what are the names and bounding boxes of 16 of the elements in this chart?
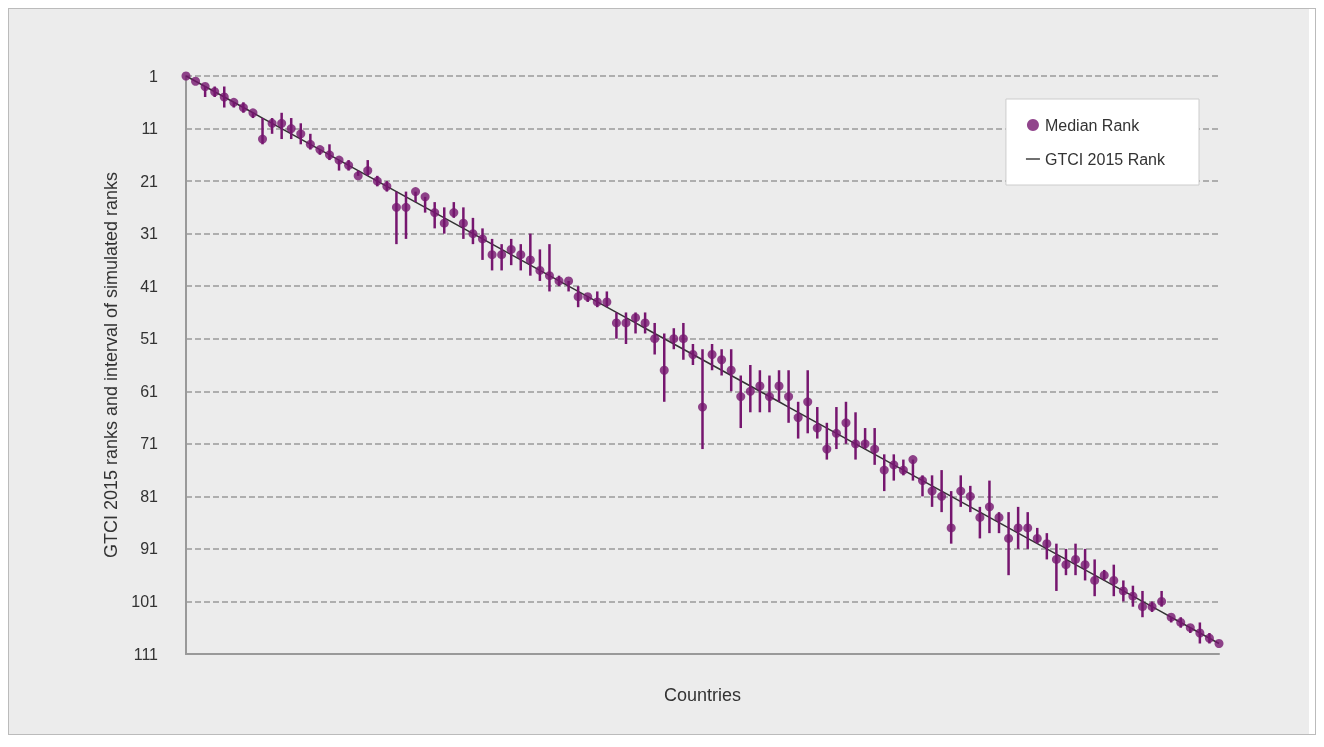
y-tick-label: 91 — [140, 540, 159, 558]
y-tick-label: 111 — [133, 645, 159, 663]
y-axis-title: GTCI 2015 ranks and interval of simulated ranks — [101, 171, 122, 559]
y-tick-label: 31 — [140, 225, 159, 243]
x-axis-title: Countries — [663, 685, 742, 705]
y-tick-label: 71 — [140, 435, 159, 453]
y-tick-label: 61 — [140, 382, 159, 400]
y-tick-label: 41 — [140, 277, 159, 295]
y-tick-label: 11 — [141, 120, 159, 138]
y-tick-label: 1 — [149, 67, 159, 85]
y-tick-label: 21 — [140, 172, 159, 190]
y-tick-label: 101 — [131, 592, 159, 610]
legend-label: Median Rank — [1044, 116, 1141, 134]
legend-label: GTCI 2015 Rank — [1044, 150, 1166, 168]
y-tick-label: 51 — [140, 330, 159, 348]
y-tick-label: 81 — [140, 487, 159, 505]
